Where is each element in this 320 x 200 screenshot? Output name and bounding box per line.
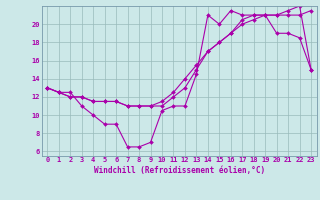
X-axis label: Windchill (Refroidissement éolien,°C): Windchill (Refroidissement éolien,°C) [94,166,265,175]
